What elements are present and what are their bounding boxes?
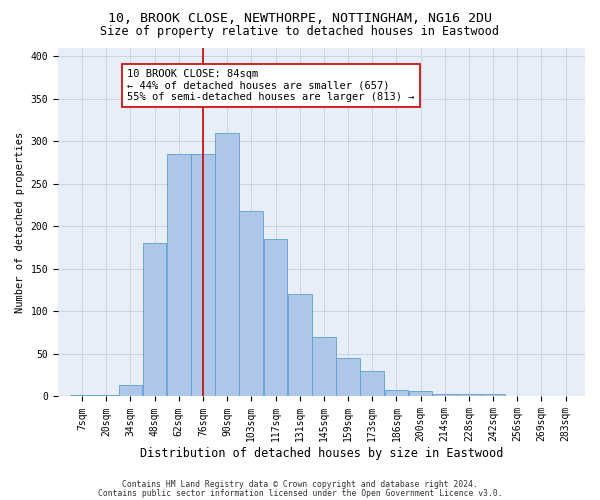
Bar: [70, 395, 94, 396]
Bar: [215, 132, 239, 396]
Bar: [433, 394, 457, 396]
Bar: [409, 392, 433, 396]
Bar: [481, 394, 505, 396]
Bar: [361, 371, 384, 396]
Bar: [288, 294, 311, 396]
Bar: [119, 384, 142, 396]
Bar: [385, 390, 408, 396]
Bar: [457, 394, 481, 396]
Text: 10, BROOK CLOSE, NEWTHORPE, NOTTINGHAM, NG16 2DU: 10, BROOK CLOSE, NEWTHORPE, NOTTINGHAM, …: [108, 12, 492, 26]
Bar: [94, 395, 118, 396]
Y-axis label: Number of detached properties: Number of detached properties: [15, 132, 25, 312]
Bar: [239, 211, 263, 396]
Bar: [167, 154, 191, 396]
Bar: [263, 239, 287, 396]
Text: Contains HM Land Registry data © Crown copyright and database right 2024.: Contains HM Land Registry data © Crown c…: [122, 480, 478, 489]
Text: Contains public sector information licensed under the Open Government Licence v3: Contains public sector information licen…: [98, 488, 502, 498]
Bar: [312, 337, 336, 396]
Text: Size of property relative to detached houses in Eastwood: Size of property relative to detached ho…: [101, 25, 499, 38]
Bar: [336, 358, 360, 397]
Bar: [191, 154, 215, 396]
X-axis label: Distribution of detached houses by size in Eastwood: Distribution of detached houses by size …: [140, 447, 503, 460]
Bar: [143, 244, 166, 396]
Text: 10 BROOK CLOSE: 84sqm
← 44% of detached houses are smaller (657)
55% of semi-det: 10 BROOK CLOSE: 84sqm ← 44% of detached …: [127, 69, 415, 102]
